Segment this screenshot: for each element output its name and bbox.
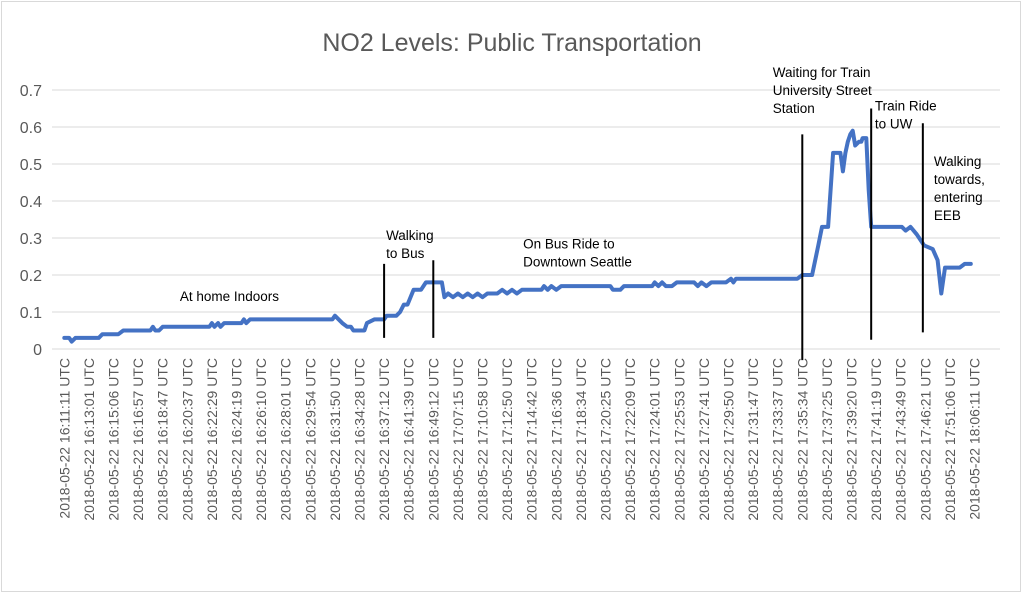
x-tick-label: 2018-05-22 17:37:25 UTC	[819, 358, 835, 521]
annotation-label: towards,	[934, 172, 985, 187]
x-tick-label: 2018-05-22 16:20:37 UTC	[179, 358, 195, 521]
x-tick-label: 2018-05-22 16:49:12 UTC	[425, 358, 441, 521]
x-tick-label: 2018-05-22 17:31:47 UTC	[745, 358, 761, 521]
y-tick-label: 0.2	[20, 268, 42, 285]
x-tick-label: 2018-05-22 17:22:09 UTC	[622, 358, 638, 521]
y-tick-label: 0.5	[20, 157, 42, 174]
annotation-label: Walking	[934, 154, 982, 169]
y-tick-label: 0.1	[20, 305, 42, 322]
x-tick-label: 2018-05-22 16:24:19 UTC	[229, 358, 245, 521]
annotation-label: Station	[773, 101, 815, 116]
x-tick-label: 2018-05-22 16:18:47 UTC	[155, 358, 171, 521]
x-tick-label: 2018-05-22 16:11:11 UTC	[56, 358, 72, 519]
annotation-label: On Bus Ride to	[523, 236, 615, 251]
x-tick-label: 2018-05-22 16:13:01 UTC	[81, 358, 97, 521]
chart-title: NO2 Levels: Public Transportation	[322, 29, 701, 57]
annotation-label: to UW	[875, 116, 913, 131]
x-tick-label: 2018-05-22 17:16:36 UTC	[548, 358, 564, 521]
x-tick-label: 2018-05-22 16:15:06 UTC	[106, 358, 122, 521]
x-tick-label: 2018-05-22 17:25:53 UTC	[671, 358, 687, 521]
x-tick-label: 2018-05-22 17:46:21 UTC	[917, 358, 933, 521]
x-tick-label: 2018-05-22 17:24:01 UTC	[647, 358, 663, 521]
event-markers	[383, 108, 924, 361]
y-tick-label: 0	[33, 342, 42, 359]
gridlines	[52, 89, 1000, 350]
annotation-label: Train Ride	[875, 98, 937, 113]
x-tick-label: 2018-05-22 17:20:25 UTC	[598, 358, 614, 521]
x-tick-label: 2018-05-22 16:29:54 UTC	[302, 358, 318, 521]
annotation-label: to Bus	[386, 246, 425, 261]
series-line-no2	[62, 128, 973, 344]
x-tick-label: 2018-05-22 16:22:29 UTC	[204, 358, 220, 521]
annotation-label: Waiting for Train	[773, 65, 871, 80]
annotation-label: EEB	[934, 208, 961, 223]
annotations: At home Indoors Walking to Bus On Bus Ride …	[180, 65, 985, 304]
x-tick-label: 2018-05-22 16:16:57 UTC	[130, 358, 146, 521]
series-layer	[62, 128, 973, 344]
x-tick-label: 2018-05-22 17:43:49 UTC	[893, 358, 909, 521]
x-tick-label: 2018-05-22 17:07:15 UTC	[450, 358, 466, 521]
y-tick-label: 0.3	[20, 231, 42, 248]
x-tick-label: 2018-05-22 17:10:58 UTC	[475, 358, 491, 521]
x-tick-label: 2018-05-22 17:51:06 UTC	[942, 358, 958, 521]
x-tick-label: 2018-05-22 17:39:20 UTC	[844, 358, 860, 521]
x-tick-label: 2018-05-22 16:31:50 UTC	[327, 358, 343, 521]
x-tick-label: 2018-05-22 18:06:11 UTC	[967, 358, 983, 520]
x-tick-label: 2018-05-22 16:37:12 UTC	[376, 358, 392, 521]
x-tick-label: 2018-05-22 17:29:50 UTC	[721, 358, 737, 521]
x-tick-label: 2018-05-22 17:27:41 UTC	[696, 358, 712, 521]
annotation-label: At home Indoors	[180, 289, 279, 304]
x-tick-label: 2018-05-22 17:35:34 UTC	[794, 358, 810, 521]
x-tick-label: 2018-05-22 17:14:42 UTC	[524, 358, 540, 521]
y-axis-ticks: 0 0.1 0.2 0.3 0.4 0.5 0.6 0.7	[20, 83, 42, 359]
x-tick-label: 2018-05-22 16:28:01 UTC	[278, 358, 294, 521]
annotation-label: University Street	[773, 83, 872, 98]
x-tick-label: 2018-05-22 16:41:39 UTC	[401, 358, 417, 521]
annotation-label: Walking	[386, 228, 434, 243]
x-tick-label: 2018-05-22 17:33:37 UTC	[770, 358, 786, 521]
x-tick-label: 2018-05-22 17:41:19 UTC	[868, 358, 884, 521]
x-tick-label: 2018-05-22 16:34:28 UTC	[352, 358, 368, 521]
y-tick-label: 0.4	[20, 194, 42, 211]
annotation-label: entering	[934, 190, 983, 205]
x-axis-ticks: 2018-05-22 16:11:11 UTC 2018-05-22 16:13:…	[56, 358, 982, 521]
x-tick-label: 2018-05-22 17:18:34 UTC	[573, 358, 589, 521]
x-tick-label: 2018-05-22 17:12:50 UTC	[499, 358, 515, 521]
y-tick-label: 0.7	[20, 83, 42, 100]
annotation-label: Downtown Seattle	[523, 254, 632, 269]
y-tick-label: 0.6	[20, 120, 42, 137]
x-tick-label: 2018-05-22 16:26:10 UTC	[253, 358, 269, 521]
